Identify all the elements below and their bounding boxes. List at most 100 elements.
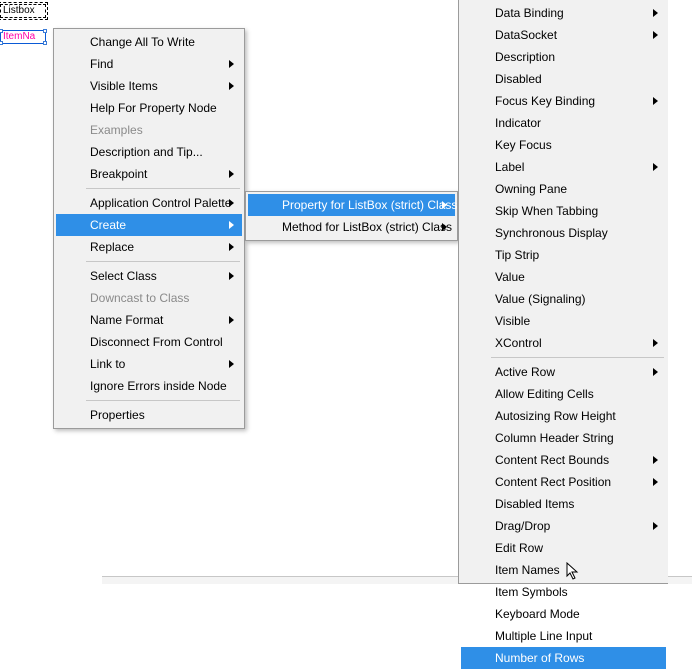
- submenu-arrow-icon: [229, 199, 234, 207]
- selection-handle[interactable]: [43, 29, 47, 33]
- menu-item-label: Owning Pane: [495, 182, 567, 196]
- menu-item-label: Help For Property Node: [90, 101, 217, 115]
- context-menu-item[interactable]: Select Class: [56, 265, 242, 287]
- submenu-property-item[interactable]: Multiple Line Input: [461, 625, 666, 647]
- submenu-property-item[interactable]: Allow Editing Cells: [461, 383, 666, 405]
- menu-item-label: Ignore Errors inside Node: [90, 379, 227, 393]
- submenu-property-item[interactable]: Skip When Tabbing: [461, 200, 666, 222]
- menu-item-label: Value: [495, 270, 525, 284]
- submenu-property-item[interactable]: Visible: [461, 310, 666, 332]
- context-menu-item[interactable]: Properties: [56, 404, 242, 426]
- submenu-arrow-icon: [653, 31, 658, 39]
- submenu-create-item[interactable]: Property for ListBox (strict) Class: [248, 194, 455, 216]
- context-menu-item[interactable]: Link to: [56, 353, 242, 375]
- menu-item-label: Indicator: [495, 116, 541, 130]
- menu-item-label: Select Class: [90, 269, 157, 283]
- submenu-create: Property for ListBox (strict) Class Metho…: [245, 191, 458, 241]
- menu-item-label: Content Rect Position: [495, 475, 611, 489]
- menu-item-label: Data Binding: [495, 6, 564, 20]
- menu-item-label: Active Row: [495, 365, 555, 379]
- context-menu-item[interactable]: Disconnect From Control: [56, 331, 242, 353]
- menu-item-label: Disabled Items: [495, 497, 574, 511]
- context-menu-item: Examples: [56, 119, 242, 141]
- submenu-property-item[interactable]: Active Row: [461, 361, 666, 383]
- submenu-property-item[interactable]: Indicator: [461, 112, 666, 134]
- submenu-property-item[interactable]: Value: [461, 266, 666, 288]
- menu-item-label: Tip Strip: [495, 248, 539, 262]
- menu-item-label: Change All To Write: [90, 35, 195, 49]
- menu-item-label: Link to: [90, 357, 125, 371]
- menu-item-label: Autosizing Row Height: [495, 409, 616, 423]
- context-menu-item[interactable]: Replace: [56, 236, 242, 258]
- submenu-property-item[interactable]: Label: [461, 156, 666, 178]
- submenu-property-item[interactable]: Owning Pane: [461, 178, 666, 200]
- menu-item-label: Item Names: [495, 563, 560, 577]
- menu-item-label: Replace: [90, 240, 134, 254]
- menu-item-label: Application Control Palette: [90, 196, 231, 210]
- submenu-property-item[interactable]: Synchronous Display: [461, 222, 666, 244]
- submenu-create-item[interactable]: Method for ListBox (strict) Class: [248, 216, 455, 238]
- submenu-property-item[interactable]: Item Names: [461, 559, 666, 581]
- submenu-property-item[interactable]: Number of Rows: [461, 647, 666, 669]
- menu-item-label: Label: [495, 160, 524, 174]
- menu-item-label: Name Format: [90, 313, 163, 327]
- submenu-property-item[interactable]: Content Rect Bounds: [461, 449, 666, 471]
- submenu-arrow-icon: [229, 360, 234, 368]
- submenu-arrow-icon: [653, 522, 658, 530]
- menu-item-label: Number of Rows: [495, 651, 584, 665]
- menu-item-label: Disconnect From Control: [90, 335, 223, 349]
- selection-handle[interactable]: [43, 41, 47, 45]
- selection-handle[interactable]: [0, 29, 3, 33]
- selection-handle[interactable]: [0, 41, 3, 45]
- context-menu-item[interactable]: Breakpoint: [56, 163, 242, 185]
- submenu-property-item[interactable]: XControl: [461, 332, 666, 354]
- context-menu-item[interactable]: Ignore Errors inside Node: [56, 375, 242, 397]
- submenu-property-item[interactable]: DataSocket: [461, 24, 666, 46]
- submenu-arrow-icon: [653, 9, 658, 17]
- menu-item-label: Column Header String: [495, 431, 614, 445]
- context-menu-item[interactable]: Visible Items: [56, 75, 242, 97]
- submenu-property-item[interactable]: Disabled: [461, 68, 666, 90]
- submenu-arrow-icon: [653, 368, 658, 376]
- submenu-property-item[interactable]: Item Symbols: [461, 581, 666, 603]
- context-menu-item[interactable]: Name Format: [56, 309, 242, 331]
- menu-item-label: Description: [495, 50, 555, 64]
- submenu-property-item[interactable]: Content Rect Position: [461, 471, 666, 493]
- submenu-property-item[interactable]: Data Binding: [461, 2, 666, 24]
- submenu-property-item[interactable]: Column Header String: [461, 427, 666, 449]
- menu-item-label: Downcast to Class: [90, 291, 189, 305]
- submenu-arrow-icon: [229, 316, 234, 324]
- context-menu-item[interactable]: Create: [56, 214, 242, 236]
- submenu-arrow-icon: [229, 243, 234, 251]
- menu-item-label: Property for ListBox (strict) Class: [282, 198, 457, 212]
- submenu-arrow-icon: [653, 339, 658, 347]
- submenu-property-item[interactable]: Key Focus: [461, 134, 666, 156]
- submenu-arrow-icon: [653, 97, 658, 105]
- menu-item-label: Skip When Tabbing: [495, 204, 598, 218]
- submenu-property-item[interactable]: Value (Signaling): [461, 288, 666, 310]
- submenu-property-item[interactable]: Autosizing Row Height: [461, 405, 666, 427]
- node-item-label: ItemNa: [3, 31, 35, 42]
- context-menu-item[interactable]: Find: [56, 53, 242, 75]
- submenu-arrow-icon: [653, 478, 658, 486]
- submenu-property-item[interactable]: Keyboard Mode: [461, 603, 666, 625]
- submenu-property-item[interactable]: Edit Row: [461, 537, 666, 559]
- context-menu-item[interactable]: Help For Property Node: [56, 97, 242, 119]
- node-listbox[interactable]: Listbox: [0, 4, 46, 18]
- context-menu-item[interactable]: Application Control Palette: [56, 192, 242, 214]
- context-menu-item[interactable]: Change All To Write: [56, 31, 242, 53]
- menu-item-label: Examples: [90, 123, 143, 137]
- submenu-property-item[interactable]: Disabled Items: [461, 493, 666, 515]
- menu-item-label: Edit Row: [495, 541, 543, 555]
- menu-item-label: Drag/Drop: [495, 519, 550, 533]
- submenu-property-item[interactable]: Tip Strip: [461, 244, 666, 266]
- context-menu-item[interactable]: Description and Tip...: [56, 141, 242, 163]
- context-menu-item: Downcast to Class: [56, 287, 242, 309]
- submenu-property-item[interactable]: Drag/Drop: [461, 515, 666, 537]
- submenu-property-item[interactable]: Focus Key Binding: [461, 90, 666, 112]
- menu-item-label: Multiple Line Input: [495, 629, 592, 643]
- menu-item-label: Method for ListBox (strict) Class: [282, 220, 452, 234]
- node-item[interactable]: ItemNa: [0, 30, 46, 44]
- submenu-property-item[interactable]: Description: [461, 46, 666, 68]
- submenu-arrow-icon: [442, 201, 447, 209]
